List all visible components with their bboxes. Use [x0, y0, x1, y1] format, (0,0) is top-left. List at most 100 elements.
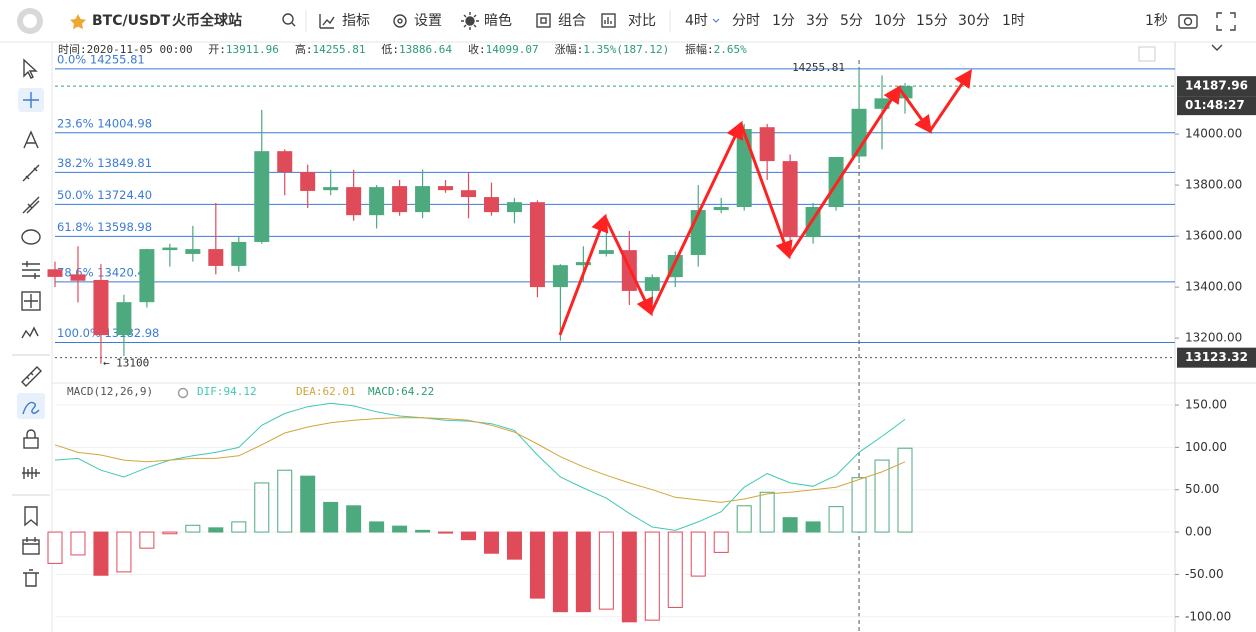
search-icon[interactable]: [282, 13, 296, 27]
macd-bar: [231, 521, 247, 533]
candle-body: [47, 269, 63, 277]
macd-bar: [759, 491, 775, 533]
dea-label: DEA:62.01: [296, 385, 356, 398]
info-value: 1.35%(187.12): [583, 43, 669, 56]
fib-label: 61.8% 13598.98: [57, 220, 152, 234]
info-item: 振幅:2.65%: [685, 42, 747, 56]
macd-bar: [506, 531, 522, 560]
candle-body: [552, 265, 568, 288]
macd-bar: [874, 459, 890, 533]
info-value: 2020-11-05 00:00: [87, 43, 193, 56]
macd-bar: [93, 531, 109, 576]
expand-pane[interactable]: [1138, 46, 1156, 62]
low-line-box: [1177, 347, 1256, 368]
interval[interactable]: 3分: [806, 13, 829, 29]
interval[interactable]: 4时: [685, 13, 708, 29]
y-tick-label: -100.00: [1185, 609, 1231, 623]
candle-body: [346, 187, 362, 216]
candle-body: [369, 187, 385, 216]
candle-body: [529, 202, 545, 288]
fullscreen-icon[interactable]: [1216, 12, 1236, 31]
candle-body: [116, 302, 132, 336]
y-tick-label: 14000.00: [1185, 127, 1242, 141]
y-tick-label: 0.00: [1185, 525, 1212, 539]
candle-body: [782, 161, 798, 238]
info-value: 13886.64: [399, 43, 452, 56]
info-label: 涨幅:: [555, 43, 584, 56]
y-tick-label: 13200.00: [1185, 331, 1242, 345]
menu-item[interactable]: 暗色: [484, 12, 512, 29]
last-price-box: [1177, 76, 1256, 97]
candle-body: [874, 98, 890, 109]
y-tick-label: 50.00: [1185, 482, 1219, 496]
drawing-tools[interactable]: [12, 58, 50, 587]
info-label: 高:: [295, 42, 313, 56]
candle-body: [713, 207, 729, 211]
interval[interactable]: 10分: [874, 13, 906, 29]
macd-bar: [254, 482, 270, 533]
favorite-star[interactable]: [70, 14, 86, 30]
low-line-label: 13123.32: [1185, 350, 1248, 364]
macd-bar: [805, 521, 821, 533]
camera-icon[interactable]: [1178, 14, 1198, 29]
interval[interactable]: 30分: [958, 13, 990, 29]
menu-item[interactable]: 组合: [558, 13, 586, 29]
candle-body: [506, 202, 522, 213]
macd-bar: [208, 527, 224, 533]
info-item: 收:14099.07: [468, 42, 539, 56]
info-label: 收:: [468, 42, 486, 56]
indicator-icon: [319, 14, 335, 29]
info-item: 高:14255.81: [295, 42, 366, 56]
macd-bar: [323, 501, 339, 533]
interval[interactable]: 5分: [840, 13, 863, 29]
candle-body: [415, 186, 431, 213]
macd-bar: [690, 531, 706, 577]
macd-bar: [828, 506, 844, 533]
y-tick-label: 13600.00: [1185, 229, 1242, 243]
info-label: 时间:: [58, 43, 87, 56]
candle-body: [759, 127, 775, 162]
fib-label: 50.0% 13724.40: [57, 188, 152, 202]
interval[interactable]: 1时: [1002, 13, 1025, 29]
macd-bar: [70, 531, 86, 556]
info-label: 振幅:: [685, 42, 714, 56]
y-tick-label: 150.00: [1185, 398, 1227, 412]
info-item: 低:13886.64: [381, 43, 452, 56]
macd-bar: [851, 477, 867, 533]
menu-item[interactable]: 对比: [628, 13, 656, 29]
macd-bar: [369, 521, 385, 533]
interval-caret: [712, 18, 720, 23]
candle-body: [483, 197, 499, 213]
macd-bar: [116, 531, 132, 573]
candle-body: [644, 277, 660, 291]
interval[interactable]: 15分: [916, 13, 948, 29]
gear: [177, 387, 189, 399]
macd-settings[interactable]: [177, 387, 189, 399]
info-item: 涨幅:1.35%(187.12): [555, 43, 670, 56]
refresh-rate[interactable]: 1秒: [1145, 13, 1168, 29]
info-value: 13911.96: [226, 43, 279, 56]
interval[interactable]: 分时: [732, 13, 760, 29]
macd-bar: [185, 524, 201, 533]
compare-icon: [601, 13, 616, 28]
menu-item[interactable]: 设置: [414, 13, 442, 29]
macd-bar: [897, 447, 913, 533]
candle-body: [139, 249, 155, 303]
candle-body: [208, 249, 224, 266]
menu-item[interactable]: 指标: [342, 13, 370, 29]
macd-title: MACD(12,26,9): [67, 385, 153, 398]
collapse-icon[interactable]: [1211, 44, 1223, 51]
price-pane: 14000.00 13800.00 13600.00 13400.00 13200.00…: [47, 52, 1256, 632]
macd-bar: [461, 531, 477, 541]
settings-icon: [393, 14, 407, 28]
low-note: ← 13100: [103, 357, 149, 370]
candle-body: [231, 241, 247, 266]
macd-bar: [346, 505, 362, 533]
info-label: 开:: [208, 43, 226, 56]
fib-label: 0.0% 14255.81: [57, 52, 145, 66]
candle-body: [438, 186, 454, 191]
macd-bar: [162, 531, 178, 535]
info-value: 14255.81: [312, 43, 365, 56]
interval[interactable]: 1分: [772, 13, 795, 29]
